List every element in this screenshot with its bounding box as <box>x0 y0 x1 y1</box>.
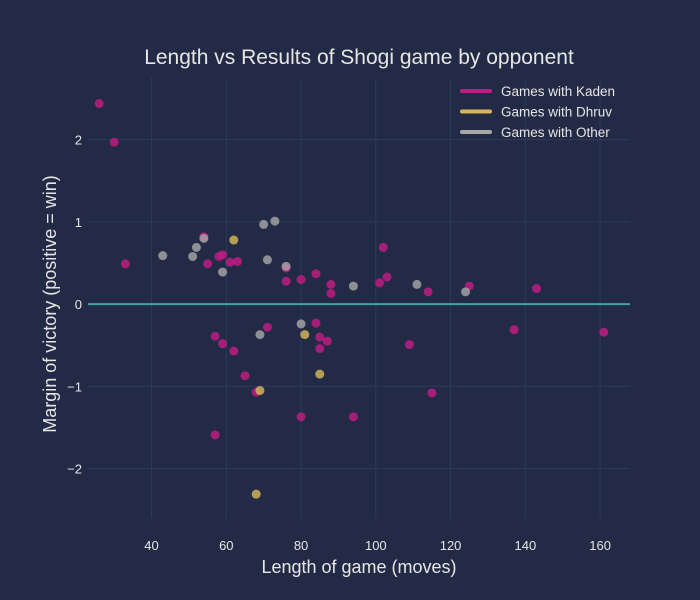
data-point <box>191 242 201 252</box>
data-point <box>259 219 269 229</box>
data-point <box>326 279 336 289</box>
data-point <box>203 259 213 269</box>
data-point <box>382 272 392 282</box>
series-games-with-dhruv <box>229 235 325 499</box>
y-tick-label: 0 <box>75 297 82 312</box>
data-point <box>404 339 414 349</box>
data-point <box>281 261 291 271</box>
legend: Games with Kaden Games with Dhruv Games wi… <box>460 84 615 140</box>
y-tick-label: 2 <box>75 133 82 148</box>
data-point <box>348 412 358 422</box>
data-point <box>311 318 321 328</box>
data-point <box>509 325 519 335</box>
x-tick-label: 60 <box>219 538 233 553</box>
data-points <box>94 98 609 499</box>
data-point <box>423 287 433 297</box>
data-point <box>225 257 235 267</box>
data-point <box>311 269 321 279</box>
x-tick-label: 40 <box>144 538 158 553</box>
data-point <box>188 251 198 261</box>
data-point <box>109 137 119 147</box>
legend-label: Games with Kaden <box>501 84 615 99</box>
y-axis-title: Margin of victory (positive = win) <box>40 175 60 433</box>
data-point <box>375 278 385 288</box>
data-point <box>427 388 437 398</box>
data-point <box>233 256 243 266</box>
data-point <box>262 255 272 265</box>
data-point <box>296 274 306 284</box>
y-tick-label: −2 <box>67 462 82 477</box>
data-point <box>229 235 239 245</box>
data-point <box>251 489 261 499</box>
data-point <box>315 369 325 379</box>
x-tick-label: 80 <box>294 538 308 553</box>
data-point <box>270 216 280 226</box>
x-axis-title: Length of game (moves) <box>261 557 456 577</box>
data-point <box>240 371 250 381</box>
data-point <box>255 386 265 396</box>
data-point <box>378 242 388 252</box>
data-point <box>599 327 609 337</box>
x-tick-label: 120 <box>440 538 462 553</box>
data-point <box>461 287 471 297</box>
series-games-with-kaden <box>94 98 609 440</box>
data-point <box>158 251 168 261</box>
x-axis-ticks: 40 60 80 100 120 140 160 <box>144 538 611 553</box>
legend-label: Games with Other <box>501 125 610 140</box>
data-point <box>281 276 291 286</box>
data-point <box>315 344 325 354</box>
data-point <box>532 284 542 294</box>
grid <box>88 78 630 518</box>
data-point <box>94 98 104 108</box>
x-tick-label: 140 <box>514 538 536 553</box>
series-games-with-other <box>158 216 471 340</box>
data-point <box>300 330 310 340</box>
data-point <box>199 233 209 243</box>
data-point <box>296 412 306 422</box>
data-point <box>315 332 325 342</box>
data-point <box>255 330 265 340</box>
y-axis-ticks: −2 −1 0 1 2 <box>67 133 82 477</box>
data-point <box>218 339 228 349</box>
data-point <box>229 346 239 356</box>
legend-label: Games with Dhruv <box>501 105 612 120</box>
data-point <box>348 281 358 291</box>
data-point <box>210 331 220 341</box>
data-point <box>218 267 228 277</box>
x-tick-label: 100 <box>365 538 387 553</box>
y-tick-label: 1 <box>75 215 82 230</box>
data-point <box>412 279 422 289</box>
chart-title: Length vs Results of Shogi game by oppon… <box>144 46 574 69</box>
data-point <box>296 319 306 329</box>
data-point <box>120 259 130 269</box>
x-tick-label: 160 <box>589 538 611 553</box>
data-point <box>262 322 272 332</box>
data-point <box>326 288 336 298</box>
data-point <box>322 336 332 346</box>
data-point <box>218 250 228 260</box>
y-tick-label: −1 <box>67 379 82 394</box>
data-point <box>210 430 220 440</box>
